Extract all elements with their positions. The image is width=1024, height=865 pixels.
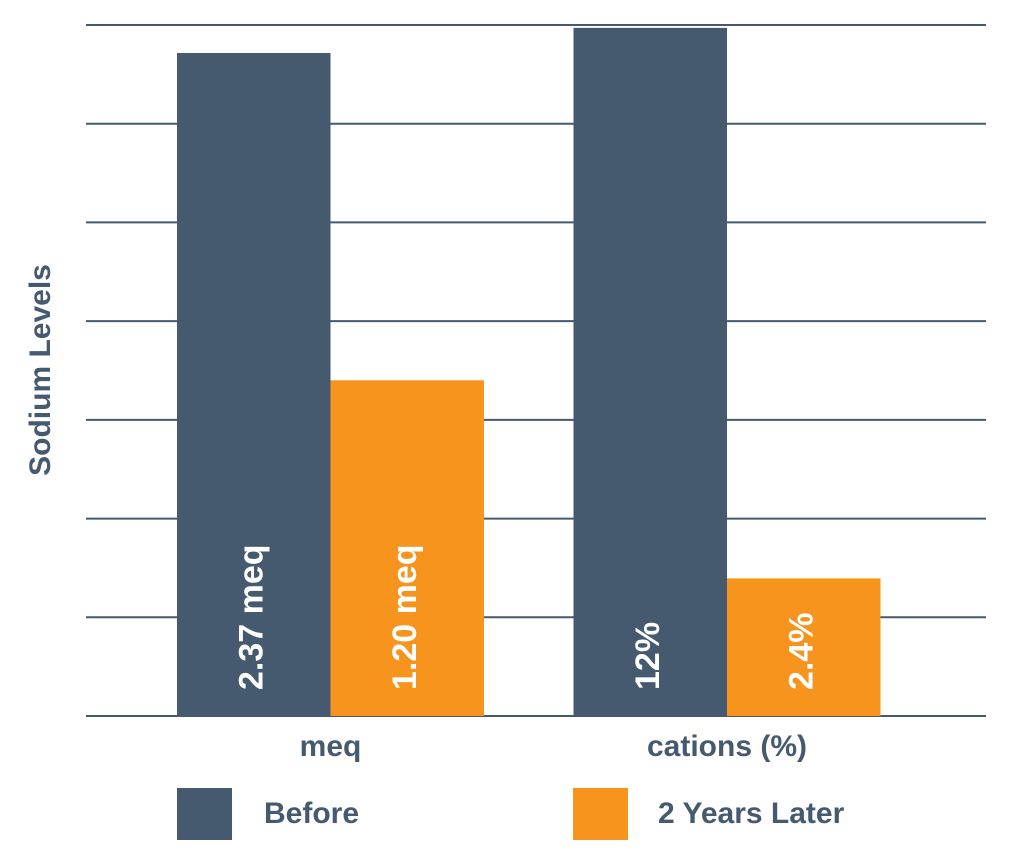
value-label: 1.20 meq — [386, 544, 424, 690]
bar — [330, 380, 484, 716]
legend-swatch — [177, 788, 232, 840]
value-label: 12% — [629, 622, 667, 690]
legend-swatch — [573, 788, 628, 840]
bar — [727, 578, 881, 716]
bar — [573, 27, 727, 716]
x-tick-label: cations (%) — [647, 730, 807, 763]
value-label: 2.37 meq — [233, 544, 271, 690]
y-axis-label: Sodium Levels — [24, 264, 57, 476]
bar — [177, 52, 331, 716]
x-tick-label: meq — [300, 730, 362, 763]
value-label: 2.4% — [783, 613, 821, 691]
legend-label: Before — [264, 797, 359, 830]
legend-label: 2 Years Later — [658, 797, 845, 830]
